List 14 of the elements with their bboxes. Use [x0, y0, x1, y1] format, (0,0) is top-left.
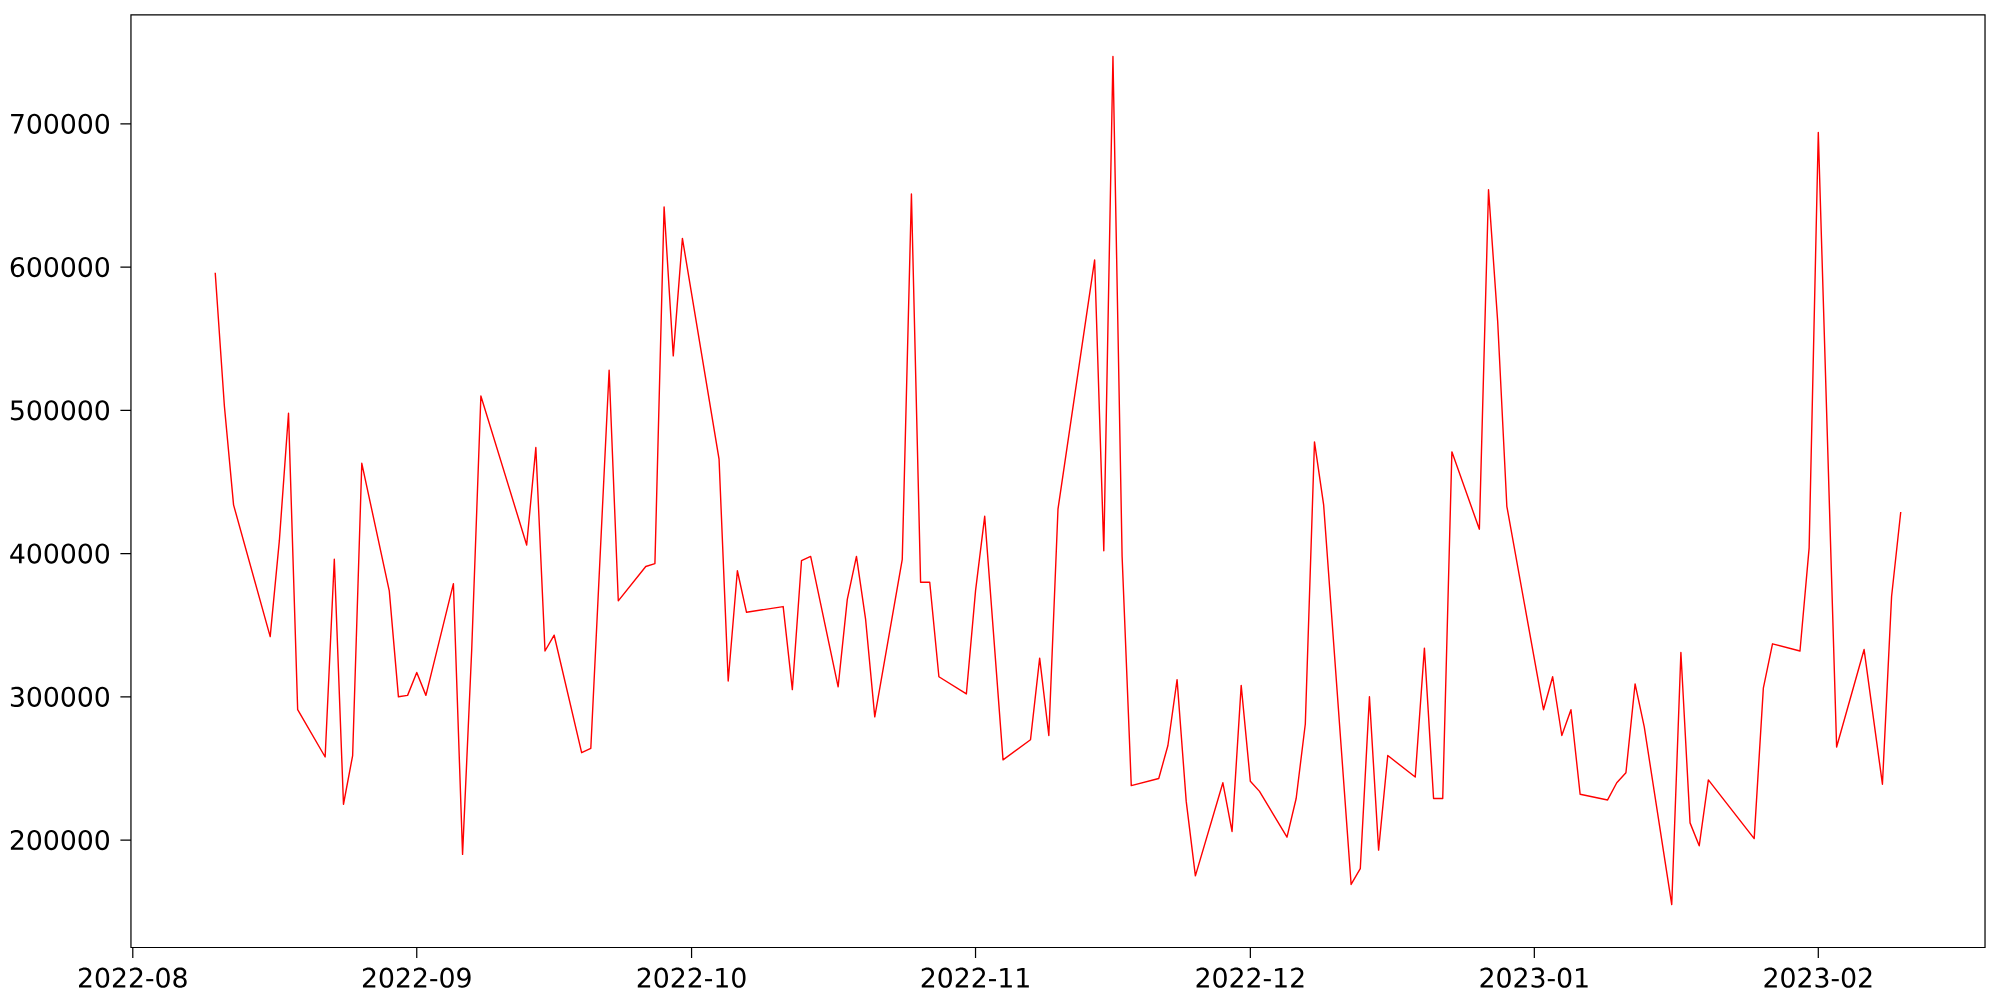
- y-tick-label: 300000: [10, 686, 109, 707]
- y-tick-label: 600000: [10, 256, 109, 277]
- x-tick-label: 2022-08: [78, 967, 187, 988]
- y-tick-label: 200000: [10, 829, 109, 850]
- x-tick-label: 2023-01: [1480, 967, 1588, 988]
- x-tick-label: 2022-11: [921, 967, 1029, 988]
- y-tick-label: 700000: [11, 113, 109, 134]
- y-tick-label: 500000: [10, 399, 109, 421]
- x-tick-label: 2023-02: [1764, 967, 1872, 988]
- x-tick-label: 2022-09: [362, 967, 471, 988]
- x-tick-label: 2022-12: [1196, 967, 1304, 988]
- y-tick-label: 400000: [10, 543, 109, 564]
- x-tick-label: 2022-10: [637, 967, 746, 988]
- line-series: [214, 55, 1902, 905]
